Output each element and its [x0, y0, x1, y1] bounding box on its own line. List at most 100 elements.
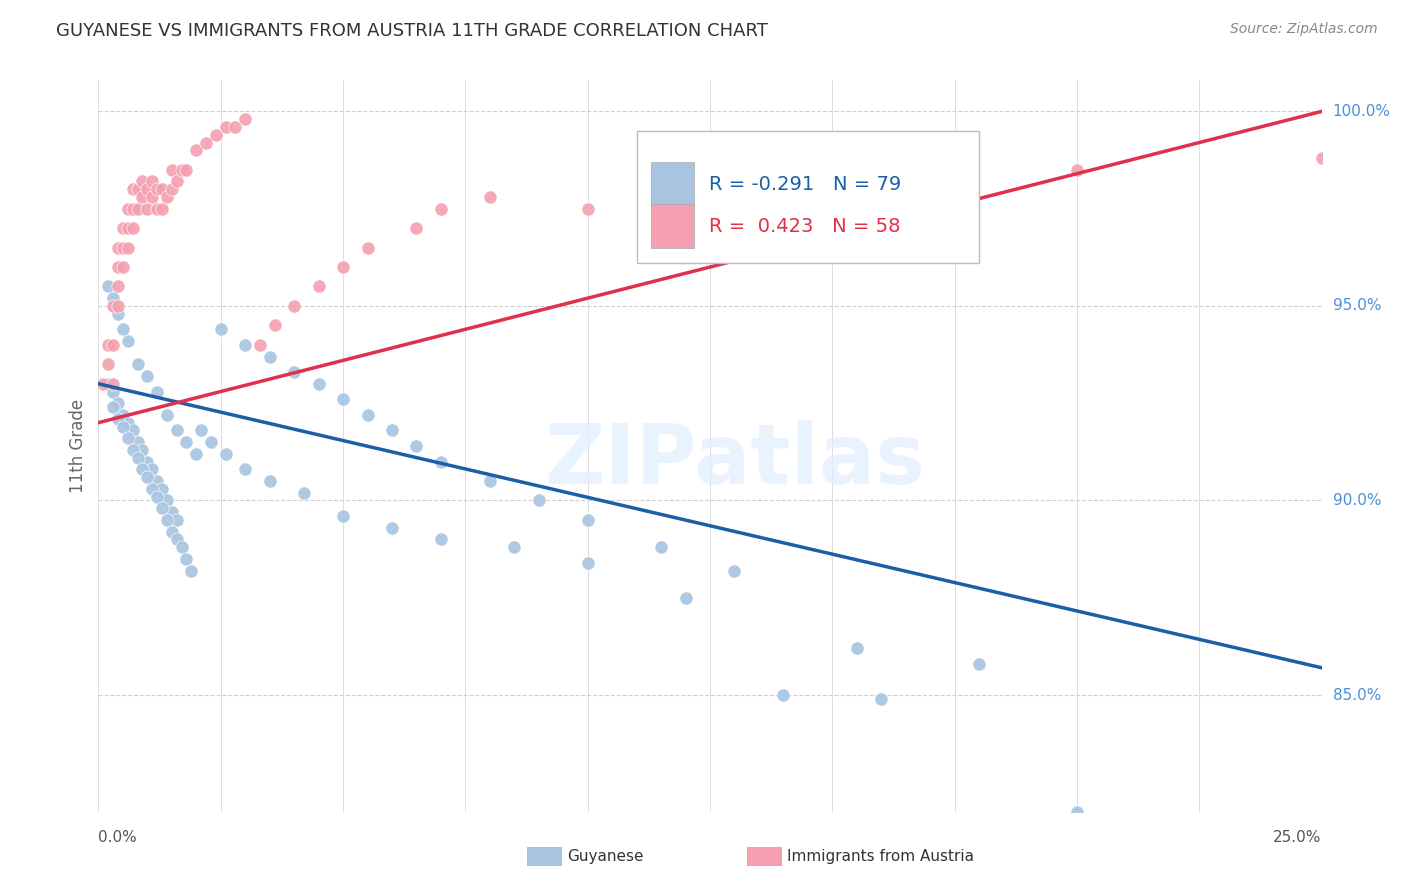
Point	[146, 384, 169, 399]
Point	[1066, 805, 1088, 819]
Point	[141, 482, 163, 496]
Point	[675, 591, 697, 605]
Point	[292, 485, 315, 500]
Point	[146, 202, 169, 216]
Point	[160, 505, 183, 519]
Point	[121, 182, 143, 196]
Point	[107, 411, 129, 425]
Text: Source: ZipAtlas.com: Source: ZipAtlas.com	[1230, 22, 1378, 37]
Point	[121, 221, 143, 235]
Point	[107, 299, 129, 313]
Text: 25.0%: 25.0%	[1274, 830, 1322, 845]
Point	[127, 357, 149, 371]
Point	[263, 318, 285, 333]
Point	[170, 540, 193, 554]
Point	[131, 462, 153, 476]
Point	[156, 408, 179, 422]
Point	[121, 424, 143, 438]
Point	[356, 241, 378, 255]
FancyBboxPatch shape	[526, 847, 561, 865]
Point	[723, 564, 745, 578]
Point	[97, 279, 120, 293]
Point	[176, 551, 198, 566]
Point	[527, 493, 550, 508]
Point	[1310, 151, 1333, 165]
Point	[430, 533, 453, 547]
Point	[308, 279, 330, 293]
Point	[195, 136, 218, 150]
Point	[111, 408, 134, 422]
Point	[870, 692, 893, 706]
Text: R =  0.423   N = 58: R = 0.423 N = 58	[709, 217, 900, 235]
Point	[111, 221, 134, 235]
Point	[91, 376, 114, 391]
Point	[1261, 844, 1284, 858]
Text: Guyanese: Guyanese	[567, 849, 644, 863]
Text: 95.0%: 95.0%	[1333, 299, 1381, 313]
Text: 100.0%: 100.0%	[1333, 103, 1391, 119]
Point	[170, 162, 193, 177]
Point	[894, 174, 917, 188]
Point	[180, 564, 202, 578]
Point	[259, 350, 281, 364]
Point	[1066, 162, 1088, 177]
Point	[675, 190, 697, 204]
Point	[249, 338, 271, 352]
Point	[430, 454, 453, 468]
Point	[111, 260, 134, 274]
Point	[308, 376, 330, 391]
Text: R = -0.291   N = 79: R = -0.291 N = 79	[709, 175, 901, 194]
Point	[576, 202, 599, 216]
FancyBboxPatch shape	[651, 162, 695, 206]
FancyBboxPatch shape	[651, 204, 695, 248]
Point	[107, 396, 129, 410]
Point	[156, 493, 179, 508]
Point	[127, 450, 149, 465]
Point	[166, 174, 188, 188]
Point	[332, 392, 354, 407]
Point	[233, 462, 256, 476]
Point	[478, 190, 501, 204]
Point	[97, 338, 120, 352]
Point	[136, 470, 159, 484]
Point	[141, 174, 163, 188]
Point	[101, 338, 124, 352]
Point	[381, 521, 404, 535]
Point	[121, 202, 143, 216]
Point	[111, 241, 134, 255]
Point	[101, 376, 124, 391]
Point	[127, 182, 149, 196]
Point	[176, 162, 198, 177]
Point	[107, 260, 129, 274]
Point	[200, 435, 222, 450]
Point	[146, 182, 169, 196]
Point	[101, 400, 124, 414]
Point	[772, 688, 794, 702]
Point	[166, 424, 188, 438]
Point	[117, 334, 139, 348]
Point	[205, 128, 228, 142]
Point	[233, 338, 256, 352]
Point	[117, 221, 139, 235]
Point	[136, 368, 159, 383]
Point	[478, 474, 501, 488]
Point	[117, 416, 139, 430]
Point	[160, 524, 183, 539]
Point	[107, 241, 129, 255]
Point	[101, 291, 124, 305]
Point	[576, 556, 599, 570]
Point	[356, 408, 378, 422]
Point	[283, 299, 305, 313]
Point	[111, 322, 134, 336]
Point	[150, 182, 173, 196]
Point	[166, 513, 188, 527]
Point	[117, 202, 139, 216]
Point	[136, 182, 159, 196]
Point	[650, 540, 672, 554]
Point	[405, 221, 427, 235]
Point	[101, 299, 124, 313]
Point	[117, 241, 139, 255]
Point	[131, 174, 153, 188]
Point	[156, 190, 179, 204]
Point	[845, 641, 868, 656]
